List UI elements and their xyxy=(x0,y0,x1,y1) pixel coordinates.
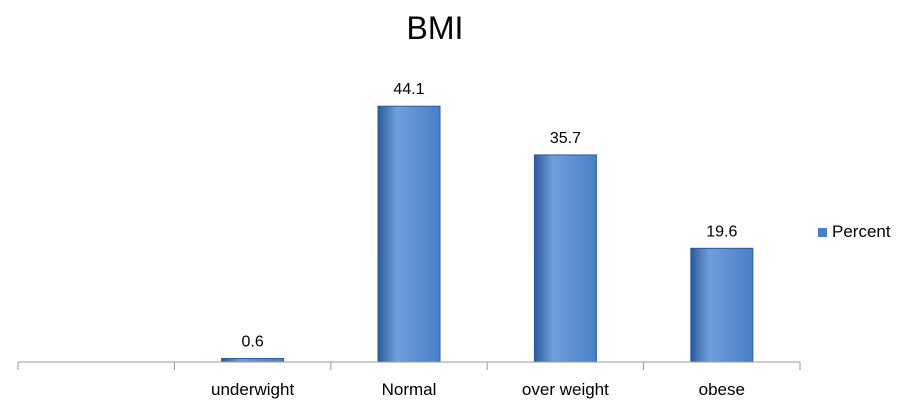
bar-normal xyxy=(377,105,441,363)
data-label: 0.6 xyxy=(241,334,263,351)
x-tick-label: obese xyxy=(699,380,745,399)
x-tick-label: over weight xyxy=(522,380,609,399)
chart-title: BMI xyxy=(406,10,464,46)
bar-obese xyxy=(690,247,754,363)
legend-swatch xyxy=(818,227,827,237)
data-label: 19.6 xyxy=(706,223,737,240)
data-label: 35.7 xyxy=(550,130,581,147)
x-tick-label: Normal xyxy=(382,380,437,399)
x-tick-label: underwight xyxy=(211,380,294,399)
bar-over-weight xyxy=(533,154,597,363)
legend-label: Percent xyxy=(832,222,891,241)
data-label: 44.1 xyxy=(393,81,424,98)
bar-underwight xyxy=(221,358,285,363)
legend: Percent xyxy=(818,222,891,242)
